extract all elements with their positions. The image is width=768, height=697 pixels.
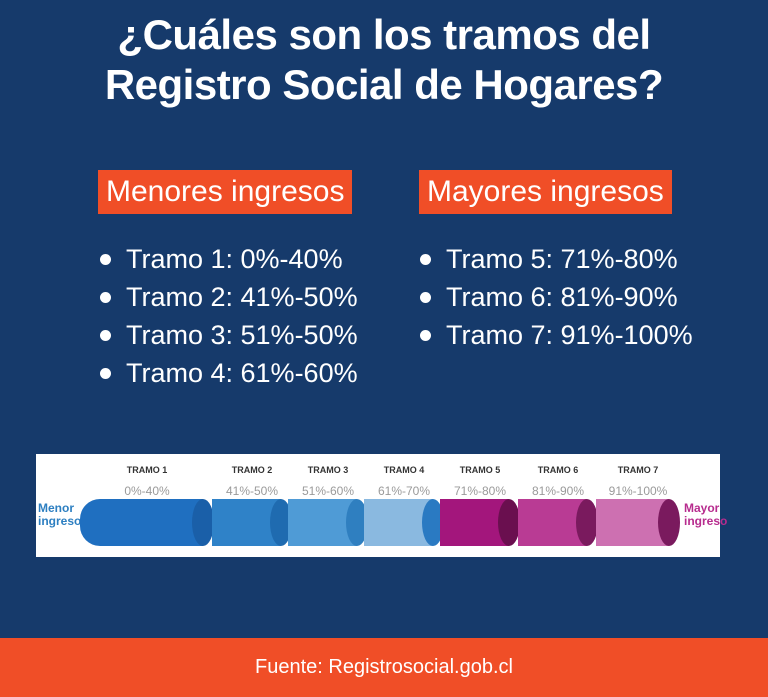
tramo-cylinder-cap xyxy=(346,499,368,546)
list-item: Tramo 4: 61%-60% xyxy=(98,354,358,392)
tramo-range: 71%-80% xyxy=(453,484,507,498)
bullet-icon xyxy=(100,330,111,341)
tramo-cylinder-cap xyxy=(270,499,292,546)
tramo-cylinder xyxy=(518,499,598,546)
tramo-cylinder-body xyxy=(80,499,203,546)
tramo-cylinder xyxy=(440,499,520,546)
list-item: Tramo 5: 71%-80% xyxy=(418,240,693,278)
list-item: Tramo 3: 51%-50% xyxy=(98,316,358,354)
list-item-label: Tramo 4: 61%-60% xyxy=(126,358,358,388)
title-line-2: Registro Social de Hogares? xyxy=(104,61,664,108)
tramo-name: TRAMO 2 xyxy=(231,465,273,475)
menores-ingresos-list: Tramo 1: 0%-40% Tramo 2: 41%-50% Tramo 3… xyxy=(98,240,358,392)
list-item-label: Tramo 1: 0%-40% xyxy=(126,244,343,274)
list-item: Tramo 2: 41%-50% xyxy=(98,278,358,316)
tramo-cylinder-body xyxy=(288,499,357,546)
tramo-cylinder xyxy=(364,499,444,546)
tramo-cylinder xyxy=(212,499,292,546)
mayores-ingresos-list: Tramo 5: 71%-80% Tramo 6: 81%-90% Tramo … xyxy=(418,240,693,354)
menor-ingreso-word-2: ingreso xyxy=(38,514,82,528)
tramo-cylinder-cap xyxy=(422,499,444,546)
mayor-ingreso-word-1: Mayor xyxy=(684,501,720,515)
tramo-cylinder-cap xyxy=(576,499,598,546)
list-item-label: Tramo 5: 71%-80% xyxy=(446,244,678,274)
tramo-name: TRAMO 4 xyxy=(383,465,425,475)
bullet-icon xyxy=(100,254,111,265)
tramo-cylinder-body xyxy=(596,499,669,546)
tramo-cylinder xyxy=(596,499,680,546)
tramo-range: 41%-50% xyxy=(225,484,279,498)
tramo-cylinder xyxy=(80,499,214,546)
bullet-icon xyxy=(100,368,111,379)
tramo-name: TRAMO 7 xyxy=(617,465,659,475)
bullet-icon xyxy=(100,292,111,303)
source-footer: Fuente: Registrosocial.gob.cl xyxy=(0,638,768,697)
tramo-range: 81%-90% xyxy=(531,484,585,498)
tramo-cylinder-cap xyxy=(658,499,680,546)
tramo-cylinder xyxy=(288,499,368,546)
tramo-range: 91%-100% xyxy=(608,484,668,498)
list-item-label: Tramo 7: 91%-100% xyxy=(446,320,693,350)
bullet-icon xyxy=(420,330,431,341)
list-item-label: Tramo 2: 41%-50% xyxy=(126,282,358,312)
menor-ingreso-label: Menor ingreso xyxy=(38,501,82,528)
title-line-1: ¿Cuáles son los tramos del xyxy=(117,11,651,58)
mayor-ingreso-label: Mayor ingreso xyxy=(684,501,728,528)
tramo-range: 61%-70% xyxy=(377,484,431,498)
tramo-cylinder-body xyxy=(364,499,433,546)
tramo-name: TRAMO 6 xyxy=(537,465,579,475)
bullet-icon xyxy=(420,254,431,265)
list-item: Tramo 7: 91%-100% xyxy=(418,316,693,354)
list-item: Tramo 1: 0%-40% xyxy=(98,240,358,278)
tramo-name: TRAMO 1 xyxy=(126,465,168,475)
menores-ingresos-heading: Menores ingresos xyxy=(98,170,353,214)
bullet-icon xyxy=(420,292,431,303)
list-item: Tramo 6: 81%-90% xyxy=(418,278,693,316)
mayores-ingresos-heading: Mayores ingresos xyxy=(419,170,672,214)
page-title: ¿Cuáles son los tramos del Registro Soci… xyxy=(0,10,768,110)
tramo-name: TRAMO 3 xyxy=(307,465,349,475)
tramos-strip: Menor ingreso Mayor ingreso TRAMO 1 0%-40… xyxy=(36,454,728,557)
tramo-cylinder-cap xyxy=(192,499,214,546)
tramo-cylinder-body xyxy=(440,499,509,546)
tramo-cylinder-body xyxy=(212,499,281,546)
mayor-ingreso-word-2: ingreso xyxy=(684,514,728,528)
menor-ingreso-word-1: Menor xyxy=(38,501,74,515)
list-item-label: Tramo 6: 81%-90% xyxy=(446,282,678,312)
tramo-cylinder-body xyxy=(518,499,587,546)
tramo-name: TRAMO 5 xyxy=(459,465,501,475)
tramo-range: 51%-60% xyxy=(301,484,355,498)
tramo-cylinder-cap xyxy=(498,499,520,546)
list-item-label: Tramo 3: 51%-50% xyxy=(126,320,358,350)
tramo-range: 0%-40% xyxy=(124,484,170,498)
